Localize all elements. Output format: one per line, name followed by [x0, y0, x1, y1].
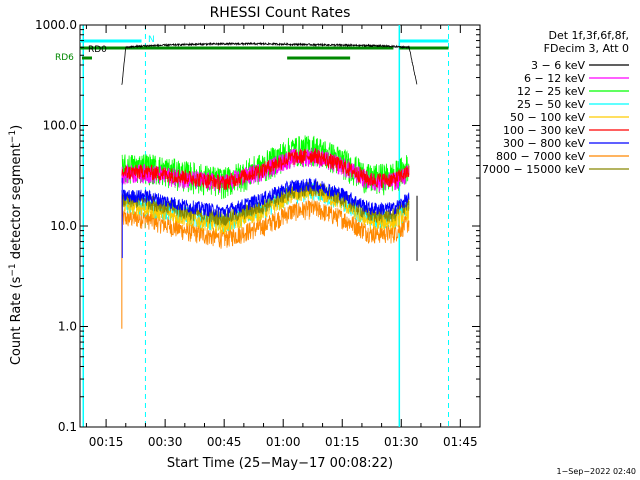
footer-timestamp: 1−Sep−2022 02:40 — [556, 467, 636, 476]
legend-label: 25 − 50 keV — [517, 98, 585, 111]
series-line — [121, 135, 410, 200]
y-tick-label: 100.0 — [43, 119, 77, 133]
series-line — [121, 180, 410, 226]
chart-title: RHESSI Count Rates — [210, 5, 351, 21]
x-tick-label: 01:45 — [443, 435, 478, 449]
y-axis: 1000.0 100.0 10.0 1.0 0.1 — [35, 18, 480, 434]
marker-lines — [80, 25, 450, 427]
x-tick-label: 01:00 — [266, 435, 301, 449]
legend-label: 50 − 100 keV — [510, 111, 585, 124]
rd0-label: RD0 — [88, 45, 107, 55]
legend-label: 800 − 7000 keV — [496, 150, 585, 163]
x-axis: 00:15 00:30 00:45 01:00 01:15 01:30 01:45 — [85, 25, 481, 449]
data-series — [121, 41, 418, 329]
rd6-label: RD6 — [55, 53, 74, 63]
legend-label: 7000 − 15000 keV — [482, 163, 585, 176]
legend-label: 6 − 12 keV — [524, 72, 585, 85]
legend-label: 100 − 300 keV — [503, 124, 585, 137]
legend: Det 1f,3f,6f,8f, FDecim 3, Att 0 3 − 6 k… — [482, 29, 629, 176]
n-label: N — [148, 35, 155, 45]
x-tick-label: 01:30 — [384, 435, 419, 449]
series-line — [121, 177, 410, 218]
legend-label: 300 − 800 keV — [503, 137, 585, 150]
legend-header-2: FDecim 3, Att 0 — [544, 42, 629, 55]
y-tick-label: 1000.0 — [35, 18, 77, 32]
legend-label: 3 − 6 keV — [531, 59, 585, 72]
x-tick-label: 01:15 — [325, 435, 360, 449]
y-tick-label: 1.0 — [58, 320, 77, 334]
y-tick-label: 0.1 — [58, 420, 77, 434]
y-tick-label: 10.0 — [50, 219, 77, 233]
y-axis-label: Count Rate (s−1 detector segment−1) — [8, 125, 24, 365]
x-tick-label: 00:45 — [207, 435, 242, 449]
legend-header-1: Det 1f,3f,6f,8f, — [548, 29, 629, 42]
series-line — [121, 148, 410, 191]
legend-label: 12 − 25 keV — [517, 85, 585, 98]
x-axis-label: Start Time (25−May−17 00:08:22) — [167, 456, 393, 471]
x-tick-label: 00:15 — [89, 435, 124, 449]
series-line — [121, 41, 418, 85]
x-tick-label: 00:30 — [148, 435, 183, 449]
